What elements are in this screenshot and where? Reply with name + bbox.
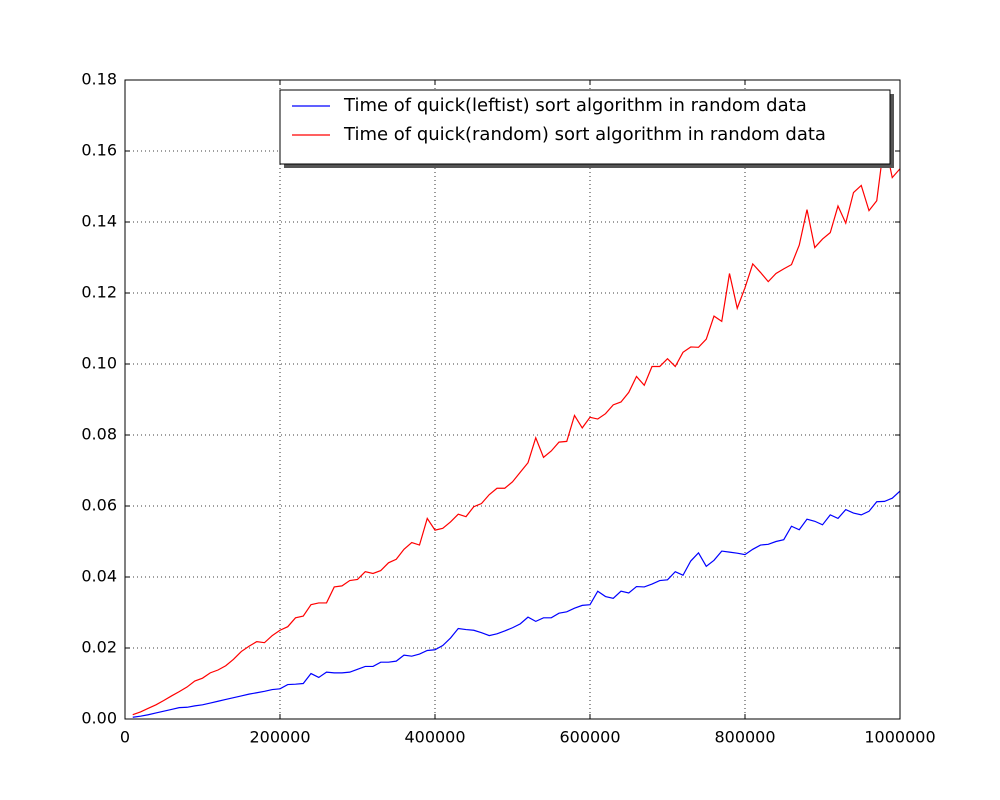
x-tick-label: 0 (120, 728, 130, 747)
x-tick-label: 1000000 (864, 728, 935, 747)
plot-area (132, 140, 900, 718)
y-tick-label: 0.12 (81, 283, 117, 302)
y-tick-label: 0.10 (81, 354, 117, 373)
data-line (132, 140, 900, 716)
x-tick-label: 200000 (249, 728, 310, 747)
legend-box (279, 89, 891, 165)
x-tick-label: 800000 (714, 728, 775, 747)
y-tick-label: 0.18 (81, 70, 117, 89)
x-tick-label: 600000 (559, 728, 620, 747)
y-tick-label: 0.04 (81, 567, 117, 586)
y-tick-label: 0.14 (81, 212, 117, 231)
y-tick-label: 0.06 (81, 496, 117, 515)
y-tick-label: 0.08 (81, 425, 117, 444)
legend-label: Time of quick(random) sort algorithm in … (343, 124, 826, 145)
legend: Time of quick(leftist) sort algorithm in… (279, 89, 894, 168)
y-tick-label: 0.00 (81, 709, 117, 728)
data-line (132, 490, 900, 718)
x-tick-label: 400000 (404, 728, 465, 747)
legend-label: Time of quick(leftist) sort algorithm in… (343, 95, 807, 116)
y-tick-label: 0.16 (81, 141, 117, 160)
axes-frame (124, 79, 901, 720)
y-tick-label: 0.02 (81, 638, 117, 657)
ticks: 0 200000 400000 600000 800000 1000000 0.00 0.02… (81, 70, 935, 747)
